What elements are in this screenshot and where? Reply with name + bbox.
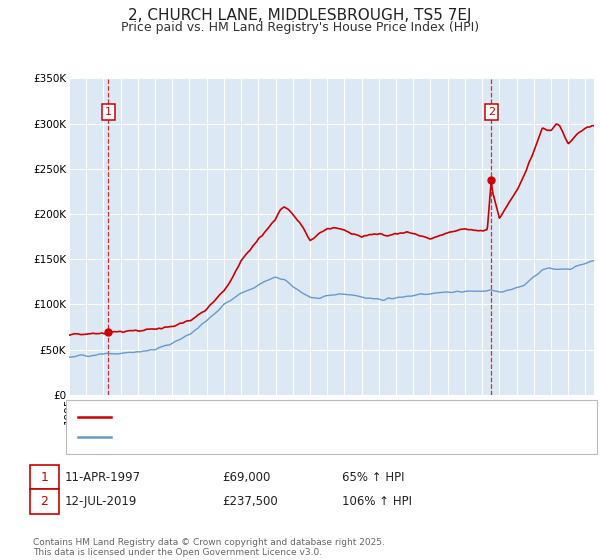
Text: 65% ↑ HPI: 65% ↑ HPI — [342, 470, 404, 484]
Text: 2: 2 — [488, 106, 495, 116]
Text: 1: 1 — [40, 470, 49, 484]
Text: 11-APR-1997: 11-APR-1997 — [65, 470, 141, 484]
Text: HPI: Average price, semi-detached house, Middlesbrough: HPI: Average price, semi-detached house,… — [118, 432, 437, 442]
Text: Contains HM Land Registry data © Crown copyright and database right 2025.
This d: Contains HM Land Registry data © Crown c… — [33, 538, 385, 557]
Text: Price paid vs. HM Land Registry's House Price Index (HPI): Price paid vs. HM Land Registry's House … — [121, 21, 479, 34]
Text: £237,500: £237,500 — [222, 494, 278, 508]
Text: 106% ↑ HPI: 106% ↑ HPI — [342, 494, 412, 508]
Text: 2, CHURCH LANE, MIDDLESBROUGH, TS5 7EJ: 2, CHURCH LANE, MIDDLESBROUGH, TS5 7EJ — [128, 8, 472, 24]
Text: 2: 2 — [40, 494, 49, 508]
Text: 12-JUL-2019: 12-JUL-2019 — [65, 494, 137, 508]
Text: £69,000: £69,000 — [222, 470, 271, 484]
Text: 2, CHURCH LANE, MIDDLESBROUGH, TS5 7EJ (semi-detached house): 2, CHURCH LANE, MIDDLESBROUGH, TS5 7EJ (… — [118, 412, 500, 422]
Text: 1: 1 — [105, 106, 112, 116]
